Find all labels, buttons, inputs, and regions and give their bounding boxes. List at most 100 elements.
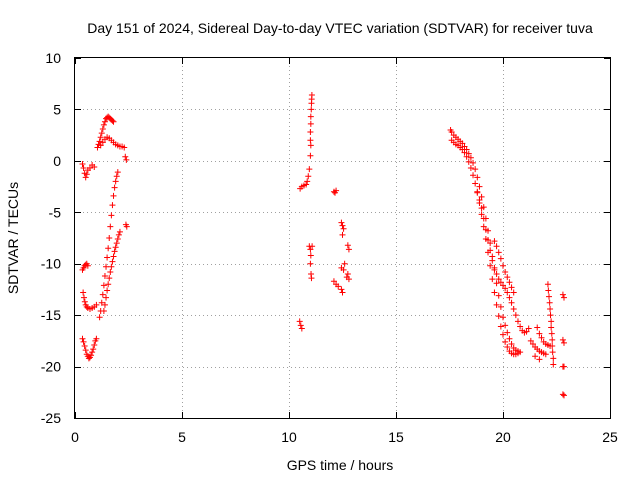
data-point [335, 283, 342, 290]
data-point [545, 287, 552, 294]
data-point [113, 173, 120, 180]
data-point [100, 282, 107, 289]
data-point [493, 271, 500, 277]
data-point [517, 323, 524, 330]
data-point [506, 279, 513, 286]
data-point [121, 144, 128, 151]
data-point [101, 118, 108, 125]
data-point [339, 289, 346, 296]
data-point [482, 226, 489, 233]
data-point [112, 178, 119, 185]
data-point [538, 334, 545, 341]
data-point [478, 193, 485, 200]
data-point [110, 192, 117, 199]
data-point [559, 291, 566, 298]
data-point [510, 305, 517, 312]
series-arc-a5 [96, 169, 121, 321]
data-point [487, 262, 494, 269]
data-point [333, 187, 340, 194]
data-point [514, 350, 521, 357]
data-point [308, 275, 315, 282]
data-point [502, 285, 509, 292]
data-point [487, 247, 494, 254]
data-point [474, 188, 481, 195]
data-point [114, 236, 121, 243]
data-point [472, 166, 479, 173]
data-point [96, 314, 103, 321]
data-point [115, 231, 122, 238]
data-point [550, 361, 557, 368]
data-point [98, 130, 105, 137]
data-point [547, 305, 554, 312]
data-point [500, 262, 506, 269]
data-point [476, 196, 483, 203]
chart-title: Day 151 of 2024, Sidereal Day-to-day VTE… [87, 20, 593, 36]
data-point [308, 92, 315, 99]
x-tick-labels: 0 5 10 15 20 25 [71, 429, 618, 445]
data-point [91, 164, 98, 171]
data-point [103, 263, 110, 270]
data-point [306, 166, 313, 173]
data-point [546, 299, 553, 306]
series-arc-a4 [79, 335, 100, 362]
series-arc-a1 [79, 160, 98, 181]
data-point [560, 363, 567, 370]
data-point [508, 340, 515, 347]
data-point [109, 117, 116, 124]
data-point [307, 129, 314, 136]
data-point [470, 159, 477, 166]
data-point [495, 292, 502, 299]
data-point [83, 303, 90, 310]
data-point [296, 318, 303, 325]
data-point [80, 289, 87, 296]
data-point [497, 279, 504, 286]
y-tick-labels: -25 -20 -15 -10 -5 0 5 10 [41, 50, 61, 426]
data-point [110, 118, 117, 125]
data-point [549, 349, 556, 356]
data-point [338, 286, 345, 293]
data-point [109, 202, 116, 209]
data-point [510, 289, 517, 296]
grid-lines [75, 58, 610, 418]
series-arc-b2 [307, 92, 315, 144]
y-tick-label: -5 [49, 204, 62, 220]
data-point [504, 289, 511, 296]
data-markers [79, 92, 567, 399]
data-point [493, 301, 500, 308]
data-point [114, 169, 121, 176]
data-point [536, 330, 543, 337]
data-point [512, 312, 519, 319]
data-point [303, 181, 310, 188]
data-point [99, 291, 106, 298]
series-arc-a9 [122, 153, 130, 230]
data-point [500, 331, 506, 338]
data-point [550, 355, 557, 362]
data-point [96, 138, 103, 145]
data-point [480, 223, 487, 230]
data-point [79, 335, 86, 342]
data-point [491, 238, 498, 245]
data-point [307, 142, 314, 149]
data-point [83, 171, 90, 178]
data-point [529, 340, 536, 347]
data-point [344, 242, 351, 249]
series-arc-a2 [79, 260, 91, 273]
data-point [93, 335, 100, 342]
data-point [107, 268, 114, 275]
data-point [111, 248, 118, 255]
x-tick-label: 0 [71, 429, 79, 445]
x-tick-label: 15 [388, 429, 404, 445]
data-point [547, 312, 554, 319]
data-point [90, 346, 97, 353]
series-arc-c3 [474, 188, 532, 336]
data-point [489, 257, 496, 264]
data-point [103, 294, 110, 301]
y-tick-label: -25 [41, 410, 61, 426]
data-point [504, 274, 511, 281]
data-point [339, 222, 346, 229]
data-point [86, 165, 93, 172]
data-point [491, 264, 498, 271]
data-point [485, 237, 492, 244]
data-point [84, 262, 91, 269]
data-point [495, 249, 502, 256]
